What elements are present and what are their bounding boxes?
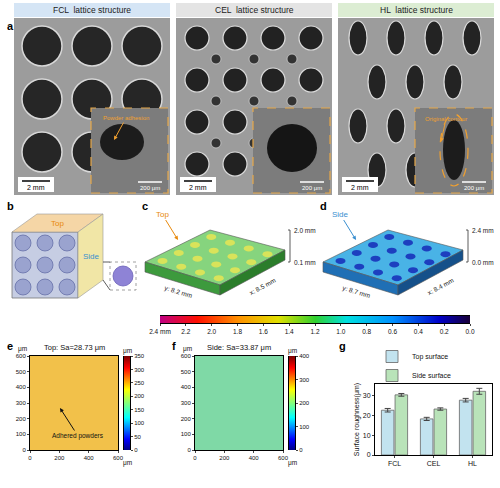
svg-text:200: 200 <box>299 400 310 406</box>
svg-text:0: 0 <box>28 455 32 461</box>
svg-text:400: 400 <box>16 384 27 390</box>
svg-text:2.0 mm: 2.0 mm <box>294 227 316 234</box>
svg-text:e: e <box>7 340 13 352</box>
svg-text:0.6: 0.6 <box>388 328 397 335</box>
svg-text:0: 0 <box>187 447 191 453</box>
svg-text:0: 0 <box>134 447 138 453</box>
svg-text:200 μm: 200 μm <box>302 185 322 191</box>
svg-text:FCL: FCL <box>388 460 401 467</box>
svg-text:600: 600 <box>113 455 124 461</box>
svg-text:μm: μm <box>123 347 132 355</box>
svg-text:0: 0 <box>367 451 371 458</box>
svg-text:250: 250 <box>134 380 145 386</box>
svg-text:200: 200 <box>134 393 145 399</box>
svg-text:Side: Side <box>332 210 349 219</box>
svg-text:400: 400 <box>249 455 260 461</box>
svg-text:350: 350 <box>134 353 145 359</box>
svg-text:HL lattice structure: HL lattice structure <box>380 5 453 15</box>
svg-text:100: 100 <box>181 431 192 437</box>
svg-text:μm: μm <box>123 459 132 467</box>
svg-text:CEL: CEL <box>427 460 441 467</box>
svg-text:Side: Side <box>83 252 100 261</box>
svg-text:2.4 mm: 2.4 mm <box>472 227 494 234</box>
svg-text:1.8: 1.8 <box>233 328 242 335</box>
svg-text:2.2: 2.2 <box>181 328 190 335</box>
svg-text:μm: μm <box>183 345 192 353</box>
svg-text:y: 8.2 mm: y: 8.2 mm <box>163 284 193 300</box>
svg-text:x: 8.5 mm: x: 8.5 mm <box>248 277 276 297</box>
svg-text:Top: Top <box>156 210 169 219</box>
svg-text:g: g <box>339 340 346 352</box>
svg-text:Side: Sa=33.87 μm: Side: Sa=33.87 μm <box>207 343 271 352</box>
svg-text:Top: Sa=28.73 μm: Top: Sa=28.73 μm <box>44 343 105 352</box>
svg-text:x: 8.4 mm: x: 8.4 mm <box>426 277 454 297</box>
svg-text:0: 0 <box>22 447 26 453</box>
svg-text:200: 200 <box>16 416 27 422</box>
svg-text:Surface roughness(μm): Surface roughness(μm) <box>353 383 361 456</box>
svg-text:μm: μm <box>288 459 297 467</box>
svg-text:300: 300 <box>181 400 192 406</box>
svg-text:y: 8.7 mm: y: 8.7 mm <box>341 284 371 300</box>
svg-text:30: 30 <box>363 392 371 399</box>
svg-text:CEL lattice structure: CEL lattice structure <box>215 5 294 15</box>
svg-text:1.6: 1.6 <box>259 328 268 335</box>
svg-text:Side surface: Side surface <box>412 372 451 379</box>
svg-text:200 μm: 200 μm <box>140 185 160 191</box>
svg-text:0.1 mm: 0.1 mm <box>294 259 316 266</box>
svg-text:100: 100 <box>134 420 145 426</box>
svg-text:0: 0 <box>193 455 197 461</box>
svg-text:f: f <box>172 340 176 352</box>
svg-text:1.2: 1.2 <box>310 328 319 335</box>
svg-text:2 mm: 2 mm <box>27 184 45 191</box>
svg-text:d: d <box>320 200 327 212</box>
svg-text:0.8: 0.8 <box>362 328 371 335</box>
svg-text:500: 500 <box>16 369 27 375</box>
svg-text:10: 10 <box>363 432 371 439</box>
svg-text:20: 20 <box>363 412 371 419</box>
svg-text:0.2: 0.2 <box>440 328 449 335</box>
svg-text:200: 200 <box>219 455 230 461</box>
svg-text:Powder adhesion: Powder adhesion <box>103 115 149 121</box>
svg-text:b: b <box>7 200 14 212</box>
svg-text:500: 500 <box>181 369 192 375</box>
svg-text:1.0: 1.0 <box>336 328 345 335</box>
svg-text:2.0: 2.0 <box>207 328 216 335</box>
svg-text:2 mm: 2 mm <box>351 184 369 191</box>
svg-text:μm: μm <box>288 347 297 355</box>
svg-text:1.4: 1.4 <box>285 328 294 335</box>
svg-text:Adhered powders: Adhered powders <box>52 432 104 440</box>
svg-text:μm: μm <box>18 345 27 353</box>
svg-text:2 mm: 2 mm <box>189 184 207 191</box>
svg-text:200: 200 <box>54 455 65 461</box>
svg-text:300: 300 <box>134 367 145 373</box>
svg-text:200 μm: 200 μm <box>464 185 484 191</box>
svg-text:600: 600 <box>181 353 192 359</box>
svg-text:600: 600 <box>16 353 27 359</box>
svg-text:400: 400 <box>84 455 95 461</box>
svg-text:100: 100 <box>299 424 310 430</box>
svg-text:100: 100 <box>16 431 27 437</box>
svg-text:300: 300 <box>16 400 27 406</box>
svg-text:150: 150 <box>134 407 145 413</box>
svg-text:600: 600 <box>278 455 289 461</box>
svg-text:400: 400 <box>299 353 310 359</box>
svg-text:0.0: 0.0 <box>465 328 474 335</box>
svg-text:300: 300 <box>299 377 310 383</box>
svg-text:c: c <box>142 200 148 212</box>
svg-text:0: 0 <box>299 447 303 453</box>
svg-text:a: a <box>7 20 14 32</box>
svg-text:50: 50 <box>134 434 141 440</box>
svg-text:200: 200 <box>181 416 192 422</box>
svg-text:2.4 mm: 2.4 mm <box>149 328 171 335</box>
svg-text:0.0 mm: 0.0 mm <box>472 259 494 266</box>
svg-text:HL: HL <box>468 460 477 467</box>
svg-text:FCL lattice structure: FCL lattice structure <box>53 5 131 15</box>
svg-text:0.4: 0.4 <box>414 328 423 335</box>
svg-text:Top surface: Top surface <box>412 353 448 361</box>
svg-text:Original contour: Original contour <box>425 116 467 122</box>
svg-text:Top: Top <box>51 219 64 228</box>
svg-text:400: 400 <box>181 384 192 390</box>
